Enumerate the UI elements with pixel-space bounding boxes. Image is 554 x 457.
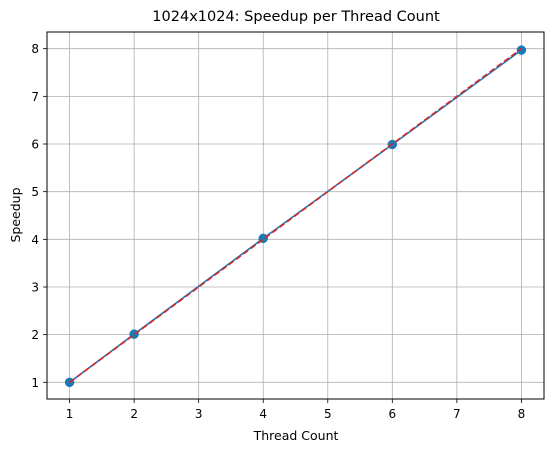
x-tick-label: 3 xyxy=(195,407,203,421)
grid-layer xyxy=(47,32,544,399)
speedup-data-point xyxy=(516,45,527,55)
x-tick-label: 6 xyxy=(388,407,396,421)
y-tick-label: 7 xyxy=(31,90,39,104)
ticks-layer: 1 2 3 4 5 6 7 8 1 2 3 4 5 6 7 8 xyxy=(31,42,525,421)
y-tick-label: 1 xyxy=(31,376,39,390)
y-tick-label: 5 xyxy=(31,185,39,199)
y-tick-label: 6 xyxy=(31,138,39,152)
series-layer xyxy=(64,45,527,388)
y-tick-label: 3 xyxy=(31,280,39,294)
y-tick-label: 2 xyxy=(31,328,39,342)
x-tick-label: 2 xyxy=(130,407,138,421)
chart-title: 1024x1024: Speedup per Thread Count xyxy=(152,9,440,25)
x-tick-label: 8 xyxy=(518,407,526,421)
y-axis-label: Speedup xyxy=(8,187,23,242)
x-tick-label: 7 xyxy=(453,407,461,421)
x-tick-label: 1 xyxy=(66,407,74,421)
y-tick-label: 8 xyxy=(31,42,39,56)
x-tick-label: 4 xyxy=(259,407,267,421)
x-tick-label: 5 xyxy=(324,407,332,421)
y-tick-label: 4 xyxy=(31,233,39,247)
x-axis-label: Thread Count xyxy=(253,428,339,443)
plot-frame xyxy=(46,31,545,400)
ideal-speedup-line xyxy=(69,48,522,383)
